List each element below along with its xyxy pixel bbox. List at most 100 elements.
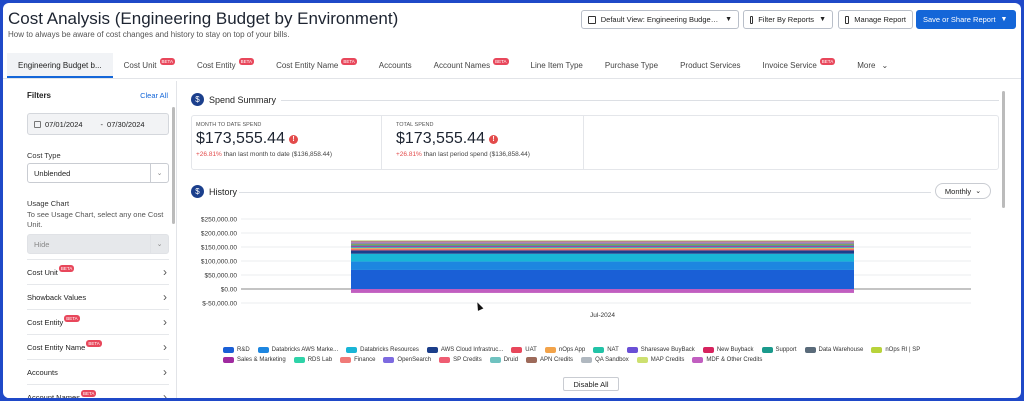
tab-cost-unit[interactable]: Cost Unit BETA [113,58,186,78]
bar-segment[interactable] [351,248,854,250]
legend-item[interactable]: QA Sandbox [581,357,629,363]
legend-item[interactable]: Support [761,347,797,353]
tab-cost-entity[interactable]: Cost Entity BETA [186,58,265,78]
legend-item[interactable]: R&D [223,347,250,353]
bar-segment[interactable] [351,242,854,243]
mtd-value-row: $173,555.44 ! [196,130,381,148]
bar-segment[interactable] [351,242,854,244]
tab-line-item-type[interactable]: Line Item Type [520,61,594,78]
tab-accounts[interactable]: Accounts [368,61,423,78]
clear-all-link[interactable]: Clear All [140,91,168,100]
legend-item[interactable]: APN Credits [526,357,573,363]
filter-item-label: Cost Entity Name [27,342,86,352]
legend-item[interactable]: nOps App [544,347,585,353]
legend-item[interactable]: Sales & Marketing [223,357,286,363]
legend-label: APN Credits [540,357,574,363]
bar-segment[interactable] [351,243,854,244]
tab-invoice-service[interactable]: Invoice Service BETA [752,58,847,78]
legend-item[interactable]: OpenSearch [383,357,431,363]
bar-segment[interactable] [351,250,854,254]
legend-item[interactable]: RDS Lab [293,357,332,363]
legend-item[interactable]: Data Warehouse [804,347,863,353]
tab-cost-entity-name[interactable]: Cost Entity Name BETA [265,58,368,78]
filter-item-cost-entity[interactable]: Cost Entity BETA › [27,309,169,334]
bar-segment[interactable] [351,261,854,270]
bar-segment[interactable] [351,246,854,248]
filter-item-cost-entity-name[interactable]: Cost Entity Name BETA › [27,334,169,359]
bar-segment[interactable] [351,289,854,293]
legend-item[interactable]: New Buyback [702,347,754,353]
legend-item[interactable]: nOps RI | SP [871,347,920,353]
bar-segment[interactable] [351,244,854,246]
disable-all-button[interactable]: Disable All [563,377,619,391]
legend-item[interactable]: NAT [593,347,619,353]
main-scrollbar[interactable] [1002,91,1005,208]
y-tick-label: $250,000.00 [201,217,238,224]
bar-segment[interactable] [351,245,854,246]
chevron-down-icon: ⌄ [975,188,982,195]
cost-type-select[interactable]: Unblended ⌄ [27,163,169,183]
legend-label: nOps RI | SP [885,347,921,353]
bar-segment[interactable] [351,253,854,262]
tab-more[interactable]: More ⌄ [846,61,899,78]
legend-item[interactable]: AWS Cloud Infrastruc... [426,347,503,353]
alert-icon[interactable]: ! [488,134,498,144]
bar-segment[interactable] [351,245,854,247]
y-tick-label: $150,000.00 [201,245,238,252]
filter-item-label: Cost Unit [27,267,58,277]
beta-badge: BETA [64,314,80,322]
tab-account-names[interactable]: Account Names BETA [423,58,520,78]
legend-swatch [804,347,816,353]
usage-chart-hint: To see Usage Chart, select any one Cost … [27,210,164,229]
legend-label: SP Credits [453,357,482,363]
tab-purchase-type[interactable]: Purchase Type [594,61,669,78]
tab-label: Invoice Service [762,61,817,70]
manage-report-button[interactable]: Manage Report [838,10,913,29]
bar-segment[interactable] [351,241,854,243]
legend-item[interactable]: Databricks AWS Marke... [257,347,338,353]
legend-item[interactable]: Finance [340,357,375,363]
legend-label: Finance [354,357,376,363]
history-chart: $250,000.00 $200,000.00 $150,000.00 $100,00… [201,217,971,319]
filter-item-account-names[interactable]: Account Names BETA › [27,384,169,398]
legend-item[interactable]: MAP Credits [636,357,684,363]
filter-item-cost-unit[interactable]: Cost Unit BETA › [27,259,169,284]
beta-badge: BETA [341,58,357,65]
bar-segment[interactable] [351,241,854,243]
bar-segment[interactable] [351,243,854,245]
legend-item[interactable]: MDF & Other Credits [692,357,762,363]
y-tick-label: $0.00 [221,287,238,294]
bar-segment[interactable] [351,240,854,241]
legend-item[interactable]: Databricks Resources [346,347,419,353]
legend-item[interactable]: UAT [511,347,537,353]
bar-segment[interactable] [351,269,854,289]
legend-swatch [340,357,352,363]
tab-engineering-budget-b[interactable]: Engineering Budget b... [7,53,113,78]
sidebar-scrollbar[interactable] [172,107,175,224]
chevron-right-icon: › [163,390,167,398]
page-subtitle: How to always be aware of cost changes a… [8,30,290,39]
filter-item-label: Accounts [27,367,58,377]
chevron-down-icon: ▼ [1000,16,1008,23]
alert-icon[interactable]: ! [288,134,298,144]
legend-item[interactable]: SP Credits [439,357,482,363]
save-share-report-button[interactable]: Save or Share Report ▼ [916,10,1016,29]
bar-segment[interactable] [351,247,854,249]
bar-segment[interactable] [351,241,854,242]
bar-segment[interactable] [351,240,854,242]
bar-segment[interactable] [351,249,854,251]
filter-item-accounts[interactable]: Accounts › [27,359,169,384]
filter-item-showback-values[interactable]: Showback Values › [27,284,169,309]
legend-swatch [636,357,648,363]
total-delta-pct: +26.81% [396,151,422,158]
spend-summary-header: $ Spend Summary [191,93,276,106]
legend-item[interactable]: Sharesave BuyBack [626,347,695,353]
default-view-dropdown[interactable]: Default View: Engineering Budget b... ▼ [581,10,739,29]
filter-by-reports-dropdown[interactable]: Filter By Reports ▼ [743,10,833,29]
report-tabs: Engineering Budget b... Cost Unit BETA Cost… [3,53,1021,79]
tab-product-services[interactable]: Product Services [669,61,751,78]
bar-segment[interactable] [351,240,854,242]
legend-item[interactable]: Druid [489,357,518,363]
granularity-dropdown[interactable]: Monthly ⌄ [935,183,991,199]
date-range-picker[interactable]: 07/01/2024 - 07/30/2024 [27,113,169,135]
